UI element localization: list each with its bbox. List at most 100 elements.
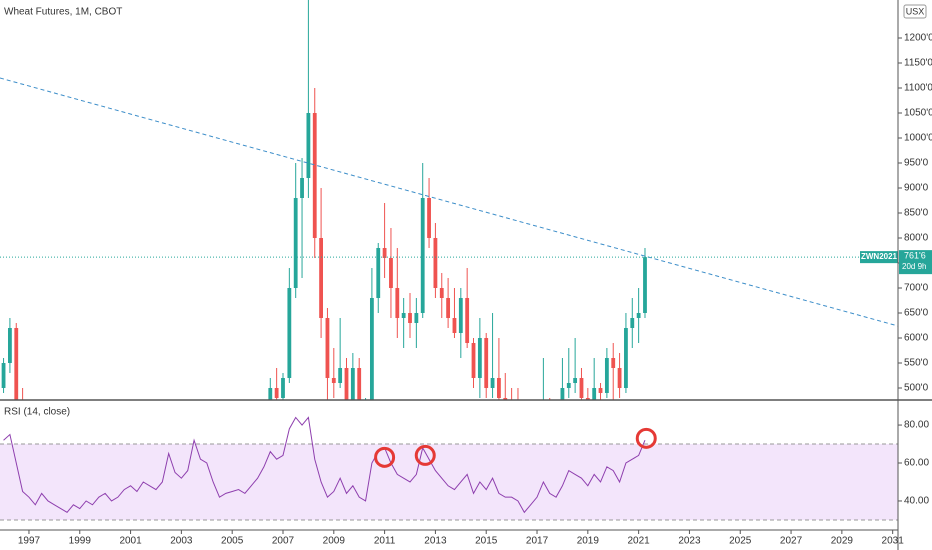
candle-body bbox=[446, 298, 451, 318]
x-tick-label: 1999 bbox=[69, 536, 92, 547]
x-tick-label: 2017 bbox=[526, 536, 549, 547]
candle-body bbox=[598, 388, 603, 393]
candle-body bbox=[331, 378, 336, 383]
candle-body bbox=[14, 328, 19, 400]
last-price-label: 761'6 bbox=[904, 251, 926, 261]
candle-body bbox=[319, 238, 324, 318]
trendline bbox=[0, 77, 898, 327]
countdown: 20d 9h bbox=[902, 262, 926, 271]
candle-body bbox=[630, 318, 635, 328]
y-tick-label: 500'0 bbox=[904, 383, 929, 394]
y-tick-label: 1000'0 bbox=[904, 133, 932, 144]
candle-body bbox=[350, 368, 355, 400]
x-tick-label: 1997 bbox=[18, 536, 41, 547]
y-tick-label: 1050'0 bbox=[904, 108, 932, 119]
highlight-circle bbox=[414, 444, 436, 466]
candle-body bbox=[382, 248, 387, 258]
y-tick-label: 550'0 bbox=[904, 358, 929, 369]
x-tick-label: 2029 bbox=[831, 536, 854, 547]
candle-body bbox=[408, 313, 412, 323]
candle-body bbox=[293, 198, 298, 288]
x-tick-label: 2027 bbox=[780, 536, 803, 547]
candle-body bbox=[573, 378, 578, 383]
candle-body bbox=[1, 363, 6, 388]
candle-body bbox=[503, 398, 508, 400]
candle-body bbox=[636, 313, 641, 318]
candle-body bbox=[484, 338, 489, 388]
axes: 1997 1999 2001 2003 2005 2007 2009 2011 2013 2015… bbox=[18, 33, 932, 547]
x-tick-label: 2023 bbox=[678, 536, 701, 547]
y-tick-label: 60.00 bbox=[904, 458, 929, 469]
y-tick-label: 600'0 bbox=[904, 333, 929, 344]
y-tick-label: 1100'0 bbox=[904, 83, 932, 94]
y-tick-label: 40.00 bbox=[904, 496, 929, 507]
currency-box bbox=[903, 4, 927, 19]
candle-body bbox=[427, 198, 431, 238]
candle-body bbox=[300, 178, 304, 198]
candle-body bbox=[560, 388, 565, 400]
rsi-band bbox=[0, 444, 898, 520]
candle-body bbox=[624, 328, 628, 388]
candle-body bbox=[465, 298, 470, 343]
x-tick-label: 2031 bbox=[882, 536, 905, 547]
candle-body bbox=[617, 368, 622, 388]
candle-body bbox=[357, 368, 362, 400]
x-tick-label: 2007 bbox=[272, 536, 295, 547]
x-tick-label: 2013 bbox=[424, 536, 447, 547]
y-tick-label: 700'0 bbox=[904, 283, 929, 294]
x-tick-label: 2025 bbox=[729, 536, 752, 547]
candle-body bbox=[268, 388, 273, 400]
candle-body bbox=[604, 358, 609, 393]
x-tick-label: 2005 bbox=[221, 536, 244, 547]
candle-body bbox=[497, 378, 501, 398]
candle-body bbox=[452, 318, 457, 333]
rsi-line bbox=[3, 416, 646, 514]
candle-body bbox=[420, 198, 425, 313]
chart-title: Wheat Futures, 1M, CBOT bbox=[4, 7, 122, 18]
candle-body bbox=[338, 368, 343, 383]
candle-body bbox=[433, 238, 438, 288]
candle-body bbox=[592, 388, 597, 400]
y-tick-label: 1200'0 bbox=[904, 33, 932, 44]
highlight-circle bbox=[635, 427, 657, 449]
currency: USX bbox=[906, 6, 925, 16]
y-tick-label: 1150'0 bbox=[904, 58, 932, 69]
y-tick-label: 80.00 bbox=[904, 420, 929, 431]
candle-body bbox=[287, 288, 292, 378]
x-tick-label: 2011 bbox=[374, 536, 396, 547]
candle-body bbox=[471, 343, 476, 378]
candle-body bbox=[344, 368, 349, 400]
candle-body bbox=[395, 288, 400, 318]
x-tick-label: 2015 bbox=[475, 536, 498, 547]
candle-body bbox=[8, 328, 12, 363]
x-tick-label: 2001 bbox=[119, 536, 142, 547]
symbol-label: ZWN2021 bbox=[861, 252, 898, 261]
candle-body bbox=[566, 383, 571, 388]
y-tick-label: 850'0 bbox=[904, 208, 929, 219]
highlight-circle bbox=[374, 446, 396, 468]
candle-body bbox=[585, 398, 590, 400]
rsi-pane bbox=[0, 416, 898, 521]
candle-body bbox=[369, 298, 374, 400]
candle-body bbox=[325, 318, 330, 378]
candle-body bbox=[477, 338, 482, 378]
candle-body bbox=[579, 378, 584, 398]
y-tick-label: 900'0 bbox=[904, 183, 929, 194]
x-tick-label: 2021 bbox=[628, 536, 651, 547]
candle-body bbox=[490, 378, 495, 388]
candle-body bbox=[611, 358, 616, 368]
candle-body bbox=[389, 258, 393, 288]
candle-body bbox=[306, 113, 311, 178]
candle-body bbox=[439, 288, 444, 298]
candle-body bbox=[312, 113, 317, 238]
symbol-tag bbox=[860, 251, 898, 264]
rsi-title: RSI (14, close) bbox=[4, 407, 70, 418]
candle-body bbox=[401, 313, 406, 318]
candle-body bbox=[414, 313, 419, 323]
y-tick-label: 950'0 bbox=[904, 158, 929, 169]
candle-body bbox=[643, 257, 647, 313]
candle-body bbox=[281, 378, 285, 398]
candle-body bbox=[376, 248, 381, 298]
candle-body bbox=[458, 298, 463, 333]
